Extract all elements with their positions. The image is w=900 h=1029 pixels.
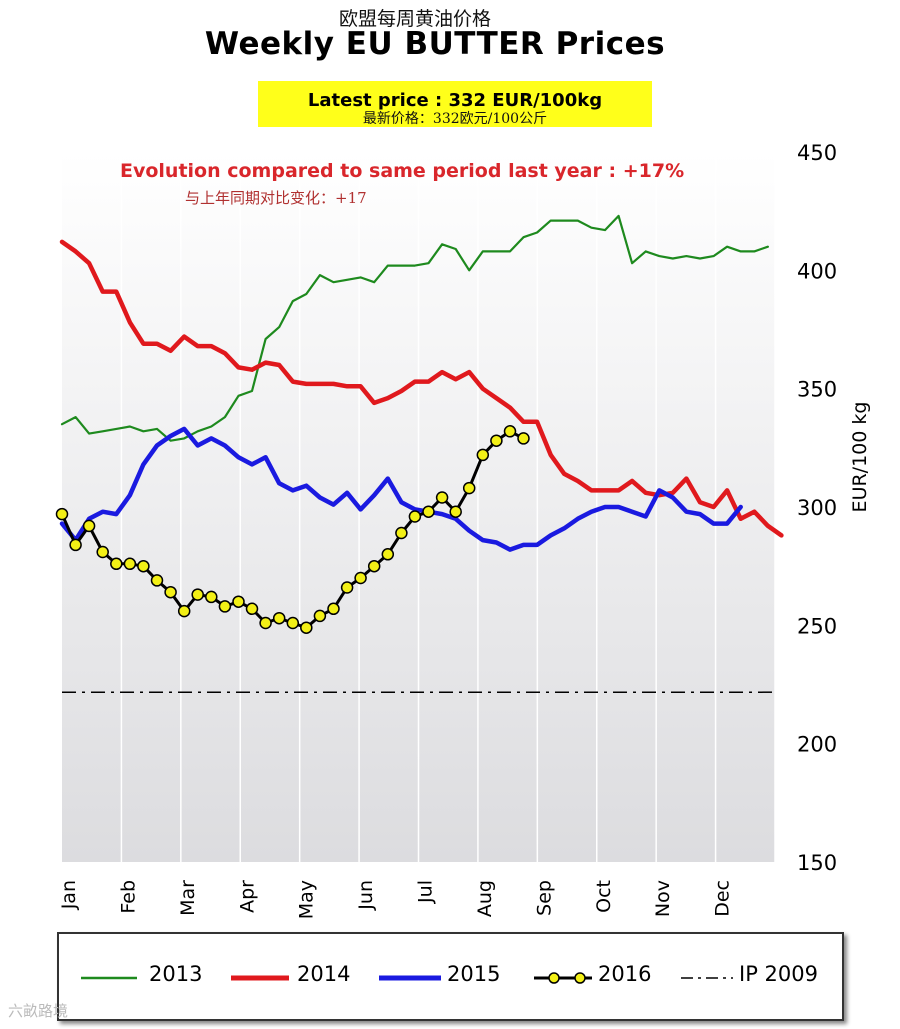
latest-price-text-cn: 最新价格：332欧元/100公斤 bbox=[362, 111, 548, 127]
legend-line-2015 bbox=[379, 975, 441, 981]
data-point-2016 bbox=[272, 611, 286, 625]
latest-price-box bbox=[258, 81, 652, 127]
data-point-2016 bbox=[82, 519, 96, 533]
data-point-2016 bbox=[96, 545, 109, 559]
legend-label-ip2009: IP 2009 bbox=[739, 962, 818, 986]
legend: 2013 2014 2015 2016 IP 2009 bbox=[57, 932, 844, 1021]
legend-line-2013 bbox=[81, 976, 137, 980]
legend-label-2013: 2013 bbox=[149, 962, 203, 986]
data-point-2016 bbox=[435, 491, 449, 504]
month-label: Apr bbox=[236, 880, 258, 913]
line-chart: 150 200 250 300 350 400 450 Jan Feb Mar Apr May Jun… bbox=[55, 141, 871, 919]
data-point-2016 bbox=[137, 559, 150, 573]
y-tick-label: 150 bbox=[797, 851, 837, 875]
legend-label-2015: 2015 bbox=[447, 962, 501, 986]
month-label: Dec bbox=[712, 880, 734, 917]
data-point-2016 bbox=[69, 538, 82, 552]
data-point-2016 bbox=[313, 609, 327, 623]
y-tick-label: 350 bbox=[797, 378, 837, 402]
data-point-2016 bbox=[245, 602, 259, 616]
month-label: Feb bbox=[117, 880, 139, 914]
data-point-2016 bbox=[300, 621, 313, 634]
data-point-2016 bbox=[517, 432, 530, 445]
data-point-2016 bbox=[340, 581, 354, 594]
data-point-2016 bbox=[150, 574, 164, 587]
latest-price-text: Latest price : 332 EUR/100kg bbox=[307, 90, 603, 111]
legend-item-ip2009: IP 2009 bbox=[679, 962, 839, 992]
y-tick-label: 400 bbox=[797, 259, 837, 283]
data-point-2016 bbox=[110, 557, 123, 571]
watermark: 六畝路境 bbox=[8, 1002, 69, 1020]
y-tick-label: 200 bbox=[797, 733, 837, 757]
legend-item-2015: 2015 bbox=[377, 962, 527, 992]
data-point-2016 bbox=[503, 425, 517, 438]
data-point-2016 bbox=[354, 571, 367, 585]
data-point-2016 bbox=[422, 505, 435, 518]
data-point-2016 bbox=[367, 559, 381, 573]
data-point-2016 bbox=[476, 448, 490, 462]
legend-item-2013: 2013 bbox=[79, 962, 229, 992]
legend-label-2016: 2016 bbox=[598, 962, 652, 986]
legend-line-2014 bbox=[231, 975, 289, 981]
data-point-2016 bbox=[462, 481, 476, 495]
data-point-2016 bbox=[123, 557, 137, 571]
month-label: May bbox=[296, 880, 318, 919]
series-line-2013 bbox=[60, 214, 769, 442]
y-tick-label: 450 bbox=[797, 141, 837, 165]
data-point-2016 bbox=[177, 604, 191, 618]
data-point-2016 bbox=[408, 510, 422, 523]
series-line-2014 bbox=[59, 239, 784, 538]
data-point-2016 bbox=[232, 595, 245, 608]
chart-title-cn: 欧盟每周黄油价格 bbox=[338, 8, 491, 30]
data-point-2016 bbox=[395, 526, 408, 540]
evolution-annotation: Evolution compared to same period last y… bbox=[120, 160, 684, 182]
y-axis-label: EUR/100 kg bbox=[849, 402, 871, 513]
data-point-2016 bbox=[381, 548, 395, 561]
y-tick-labels: 150 200 250 300 350 400 450 bbox=[797, 141, 837, 875]
legend-item-2016: 2016 bbox=[532, 962, 682, 992]
data-point-2016 bbox=[286, 616, 300, 630]
month-label: Sep bbox=[533, 880, 555, 916]
legend-item-2014: 2014 bbox=[229, 962, 379, 992]
data-point-2016 bbox=[191, 588, 204, 601]
chart-title: Weekly EU BUTTER Prices bbox=[204, 26, 666, 62]
data-point-2016 bbox=[449, 505, 462, 518]
data-point-2016 bbox=[327, 602, 340, 616]
legend-label-2014: 2014 bbox=[297, 962, 351, 986]
evolution-annotation-cn: 与上年同期对比变化：+17 bbox=[185, 189, 367, 207]
month-label: Jul bbox=[415, 880, 437, 904]
x-tick-labels: Jan Feb Mar Apr May Jun Jul Aug Sep Oct Nov Dec bbox=[58, 880, 734, 919]
data-point-2016 bbox=[490, 434, 503, 447]
month-label: Oct bbox=[593, 880, 615, 913]
month-label: Mar bbox=[177, 880, 199, 916]
y-tick-label: 300 bbox=[797, 496, 837, 520]
month-label: Jan bbox=[58, 880, 80, 910]
y-tick-label: 250 bbox=[797, 614, 837, 638]
data-point-2016 bbox=[259, 616, 272, 630]
series-line-2015 bbox=[59, 426, 743, 552]
data-point-2016 bbox=[205, 590, 218, 604]
month-label: Jun bbox=[355, 880, 377, 911]
data-point-2016 bbox=[218, 600, 232, 613]
series-group bbox=[55, 214, 784, 634]
month-label: Nov bbox=[652, 880, 674, 917]
data-point-2016 bbox=[164, 585, 177, 599]
month-label: Aug bbox=[474, 880, 496, 917]
legend-line-ip2009 bbox=[681, 977, 733, 979]
legend-line-2016 bbox=[534, 972, 592, 984]
data-point-2016 bbox=[55, 507, 69, 521]
